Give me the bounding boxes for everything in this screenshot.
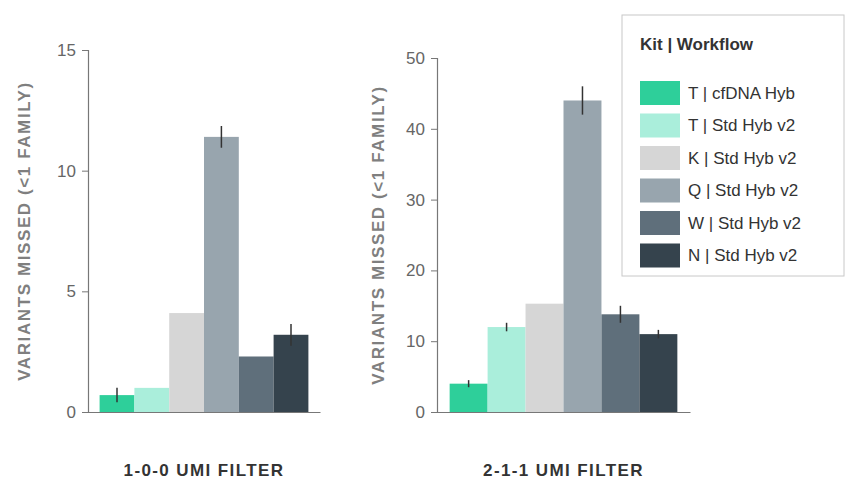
legend-swatch [640, 146, 680, 170]
x-axis-title: 2-1-1 UMI FILTER [483, 461, 644, 480]
x-axis [438, 412, 691, 414]
error-bar [658, 330, 660, 338]
bar [450, 384, 488, 412]
axis-line [89, 412, 321, 413]
y-axis: 0 5 10 15 [57, 41, 88, 422]
tick: 10 [406, 332, 437, 351]
tick-label: 10 [57, 162, 76, 181]
error-bar [116, 388, 118, 402]
x-axis [89, 412, 321, 414]
tick: 50 [406, 49, 437, 68]
legend-label: T | cfDNA Hyb [688, 84, 795, 103]
legend-title: Kit | Workflow [640, 35, 754, 54]
plot-area [100, 126, 309, 412]
tick-mark [82, 291, 88, 292]
tick: 30 [406, 191, 437, 210]
tick-label: 0 [416, 403, 425, 422]
chart-root: 0 5 10 15 VARIANTS MISSED (<1 FAMILY) 1-0-0 U… [0, 0, 845, 495]
tick-mark [431, 412, 437, 413]
y-axis-title: VARIANTS MISSED (<1 FAMILY) [15, 81, 34, 381]
tick: 10 [57, 162, 88, 181]
error-bar [290, 324, 292, 346]
tick: 5 [67, 282, 88, 301]
tick-label: 15 [57, 41, 76, 60]
tick-label: 10 [406, 332, 425, 351]
bar [274, 335, 309, 412]
legend-swatch [640, 114, 680, 138]
tick-mark [82, 412, 88, 413]
legend-label: K | Std Hyb v2 [688, 149, 796, 168]
y-axis-title: VARIANTS MISSED (<1 FAMILY) [369, 85, 388, 385]
tick-mark [82, 171, 88, 172]
tick-mark [431, 129, 437, 130]
legend-label: N | Std Hyb v2 [688, 246, 797, 265]
tick: 15 [57, 41, 88, 60]
tick-label: 20 [406, 261, 425, 280]
legend-swatch [640, 244, 680, 268]
legend-label: T | Std Hyb v2 [688, 116, 795, 135]
legend-swatch [640, 211, 680, 235]
tick-mark [431, 341, 437, 342]
tick: 40 [406, 120, 437, 139]
chart-panel: 0 5 10 15 VARIANTS MISSED (<1 FAMILY) 1-0-0 U… [15, 41, 321, 480]
legend-swatch [640, 179, 680, 203]
legend-label: Q | Std Hyb v2 [688, 181, 798, 200]
axis-line [438, 412, 691, 413]
legend-box [622, 15, 844, 276]
bar [564, 100, 602, 412]
bar [488, 327, 526, 412]
bar [169, 313, 204, 412]
axis-line [431, 59, 438, 413]
bar [639, 334, 677, 412]
y-axis: 0 10 20 30 40 50 [406, 49, 437, 422]
axis-line [82, 51, 89, 413]
tick-mark [431, 200, 437, 201]
error-bar [468, 380, 470, 387]
error-bar [620, 306, 622, 323]
error-bar [221, 126, 223, 148]
bar [204, 137, 239, 412]
tick-mark [82, 50, 88, 51]
chart-panel: 0 10 20 30 40 50 VARIANTS MISSED (<1 FAMILY) 2-… [369, 49, 691, 480]
tick-label: 40 [406, 120, 425, 139]
tick-mark [431, 270, 437, 271]
tick: 20 [406, 261, 437, 280]
error-bar [506, 323, 508, 331]
error-bar [582, 86, 584, 114]
tick-label: 30 [406, 191, 425, 210]
bar [239, 356, 274, 412]
bar [526, 304, 564, 412]
legend-swatch [640, 81, 680, 105]
tick-mark [431, 58, 437, 59]
bar [601, 314, 639, 412]
tick-label: 0 [67, 403, 76, 422]
bar [134, 388, 169, 412]
legend-label: W | Std Hyb v2 [688, 214, 801, 233]
tick: 0 [416, 403, 437, 422]
tick: 0 [67, 403, 88, 422]
legend: Kit | Workflow T | cfDNA Hyb T | Std Hyb v… [622, 15, 844, 276]
x-axis-title: 1-0-0 UMI FILTER [124, 461, 285, 480]
tick-label: 50 [406, 49, 425, 68]
tick-label: 5 [67, 282, 76, 301]
